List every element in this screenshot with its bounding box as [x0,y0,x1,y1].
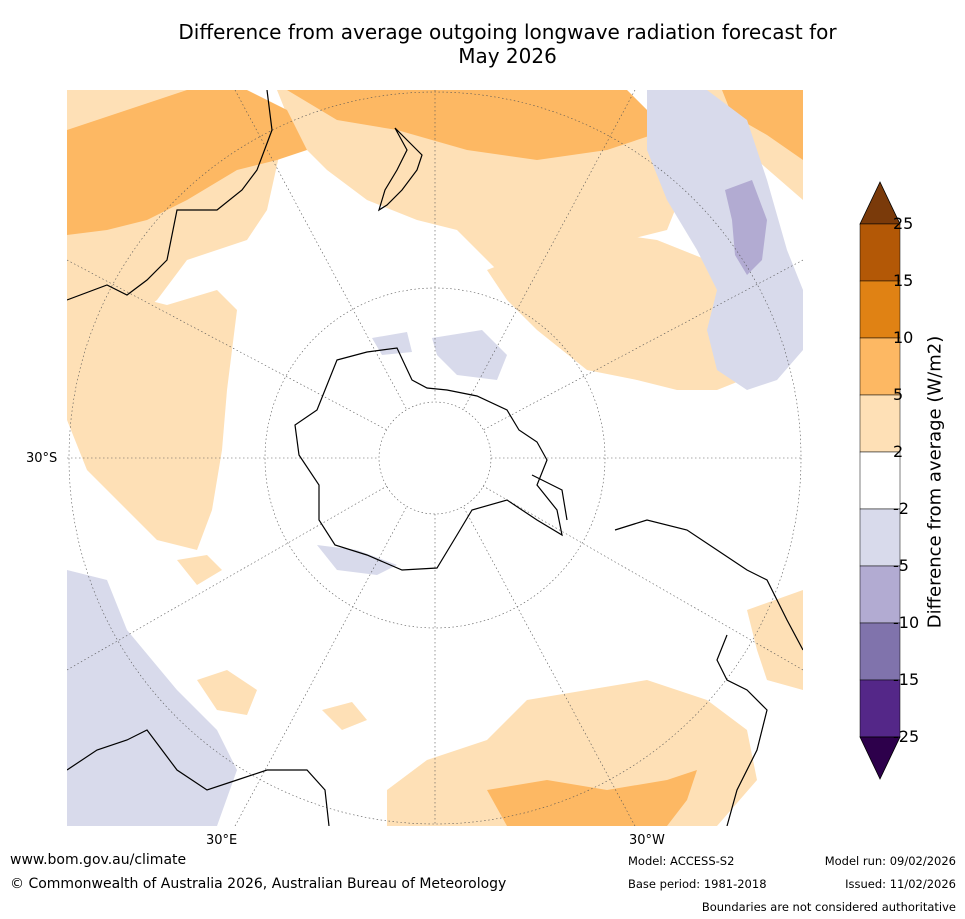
colorbar-graphic [859,181,901,780]
issued-date: Issued: 11/02/2026 [845,877,956,891]
colorbar-tick: -2 [893,499,909,518]
colorbar-tick: -25 [893,727,920,746]
colorbar-tick: -15 [893,670,920,689]
graticule [67,90,803,826]
colorbar-band [859,622,901,681]
title-line-1: Difference from average outgoing longwav… [178,20,837,44]
anomaly-neg2-neg5-region [67,90,803,826]
longitude-label-30e: 30°E [206,833,238,848]
boundaries-disclaimer: Boundaries are not considered authoritat… [701,900,956,914]
copyright-text: © Commonwealth of Australia 2026, Austra… [10,876,507,892]
anomaly-neg5-neg10-region [725,180,767,275]
new-zealand-coastline [377,127,423,212]
latitude-label: 30°S [26,451,58,466]
colorbar-tick: -5 [893,556,909,575]
title-line-2: May 2026 [458,44,557,68]
colorbar-band [859,679,901,738]
colorbar-bottom-arrow [859,736,901,780]
base-period: Base period: 1981-2018 [628,877,767,891]
south-america-coastline [614,519,803,826]
coastlines [67,90,803,826]
colorbar-band [859,280,901,339]
africa-coastline [67,729,330,826]
model-run-date: Model run: 09/02/2026 [824,854,956,868]
antarctica-coastline [294,347,563,571]
colorbar-tick: 10 [893,328,914,347]
longitude-label-30w: 30°W [629,833,665,848]
colorbar-tick: 2 [893,442,904,461]
colorbar-tick: 15 [893,271,914,290]
colorbar-band [859,565,901,624]
map-canvas [67,90,803,826]
colorbar-tick: 5 [893,385,904,404]
colorbar-band [859,451,901,510]
colorbar-band [859,337,901,396]
colorbar-band [859,223,901,282]
anomaly-5-10-region [67,90,803,826]
colorbar-title: Difference from average (W/m2) [924,335,946,629]
colorbar-band [859,508,901,567]
website-link[interactable]: www.bom.gov.au/climate [10,852,187,868]
australia-coastline [67,90,273,301]
colorbar-tick: -10 [893,613,920,632]
polar-map [67,90,803,826]
map-title: Difference from average outgoing longwav… [60,20,955,68]
model-name: Model: ACCESS-S2 [628,854,735,868]
colorbar-band [859,394,901,453]
colorbar-tick: 25 [893,214,914,233]
